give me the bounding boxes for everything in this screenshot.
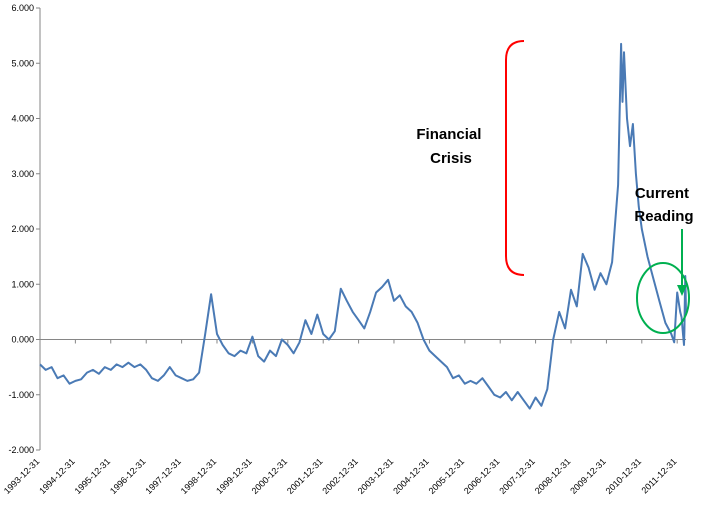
y-tick-label: 1.000 (11, 279, 34, 289)
x-tick-label: 1995-12-31 (73, 456, 113, 496)
x-tick-label: 2001-12-31 (285, 456, 325, 496)
x-tick-label: 1993-12-31 (2, 456, 42, 496)
x-axis: 1993-12-311994-12-311995-12-311996-12-31… (2, 339, 686, 496)
financial-crisis-label: Financial Crisis (416, 126, 485, 167)
current-reading-circle (636, 262, 690, 334)
annotation-layer: Financial Crisis Current Reading (416, 40, 694, 334)
x-tick-label: 2011-12-31 (639, 456, 678, 495)
y-tick-label: 6.000 (11, 3, 34, 13)
y-tick-label: -1.000 (8, 390, 34, 400)
x-tick-label: 2002-12-31 (320, 456, 360, 496)
series-line (39, 42, 687, 410)
x-tick-label: 2005-12-31 (427, 456, 467, 496)
y-tick-label: 3.000 (11, 169, 34, 179)
x-tick-label: 1998-12-31 (179, 456, 219, 496)
x-tick-label: 2010-12-31 (604, 456, 644, 496)
x-tick-label: 1997-12-31 (143, 456, 183, 496)
y-axis: -2.000 -1.000 0.000 1.000 2.000 3.000 4.000 5.0… (8, 3, 41, 455)
x-tick-label: 2008-12-31 (533, 456, 573, 496)
financial-crisis-bracket (505, 40, 525, 276)
x-tick-label: 2004-12-31 (391, 456, 431, 496)
x-tick-label: 1994-12-31 (37, 456, 77, 496)
y-tick-label: 5.000 (11, 58, 34, 68)
x-tick-label: 2000-12-31 (250, 456, 290, 496)
y-tick-label: -2.000 (8, 445, 34, 455)
y-tick-label: 0.000 (11, 335, 34, 345)
x-tick-label: 2007-12-31 (497, 456, 537, 496)
y-tick-label: 2.000 (11, 224, 34, 234)
y-tick-label: 4.000 (11, 114, 34, 124)
x-tick-label: 1996-12-31 (108, 456, 148, 496)
x-tick-label: 2003-12-31 (356, 456, 396, 496)
x-tick-label: 2006-12-31 (462, 456, 502, 496)
current-reading-label: Current Reading (634, 185, 693, 225)
x-tick-label: 2009-12-31 (568, 456, 608, 496)
current-reading-arrowhead (677, 285, 687, 296)
series-layer (39, 42, 687, 410)
x-tick-label: 1999-12-31 (214, 456, 254, 496)
